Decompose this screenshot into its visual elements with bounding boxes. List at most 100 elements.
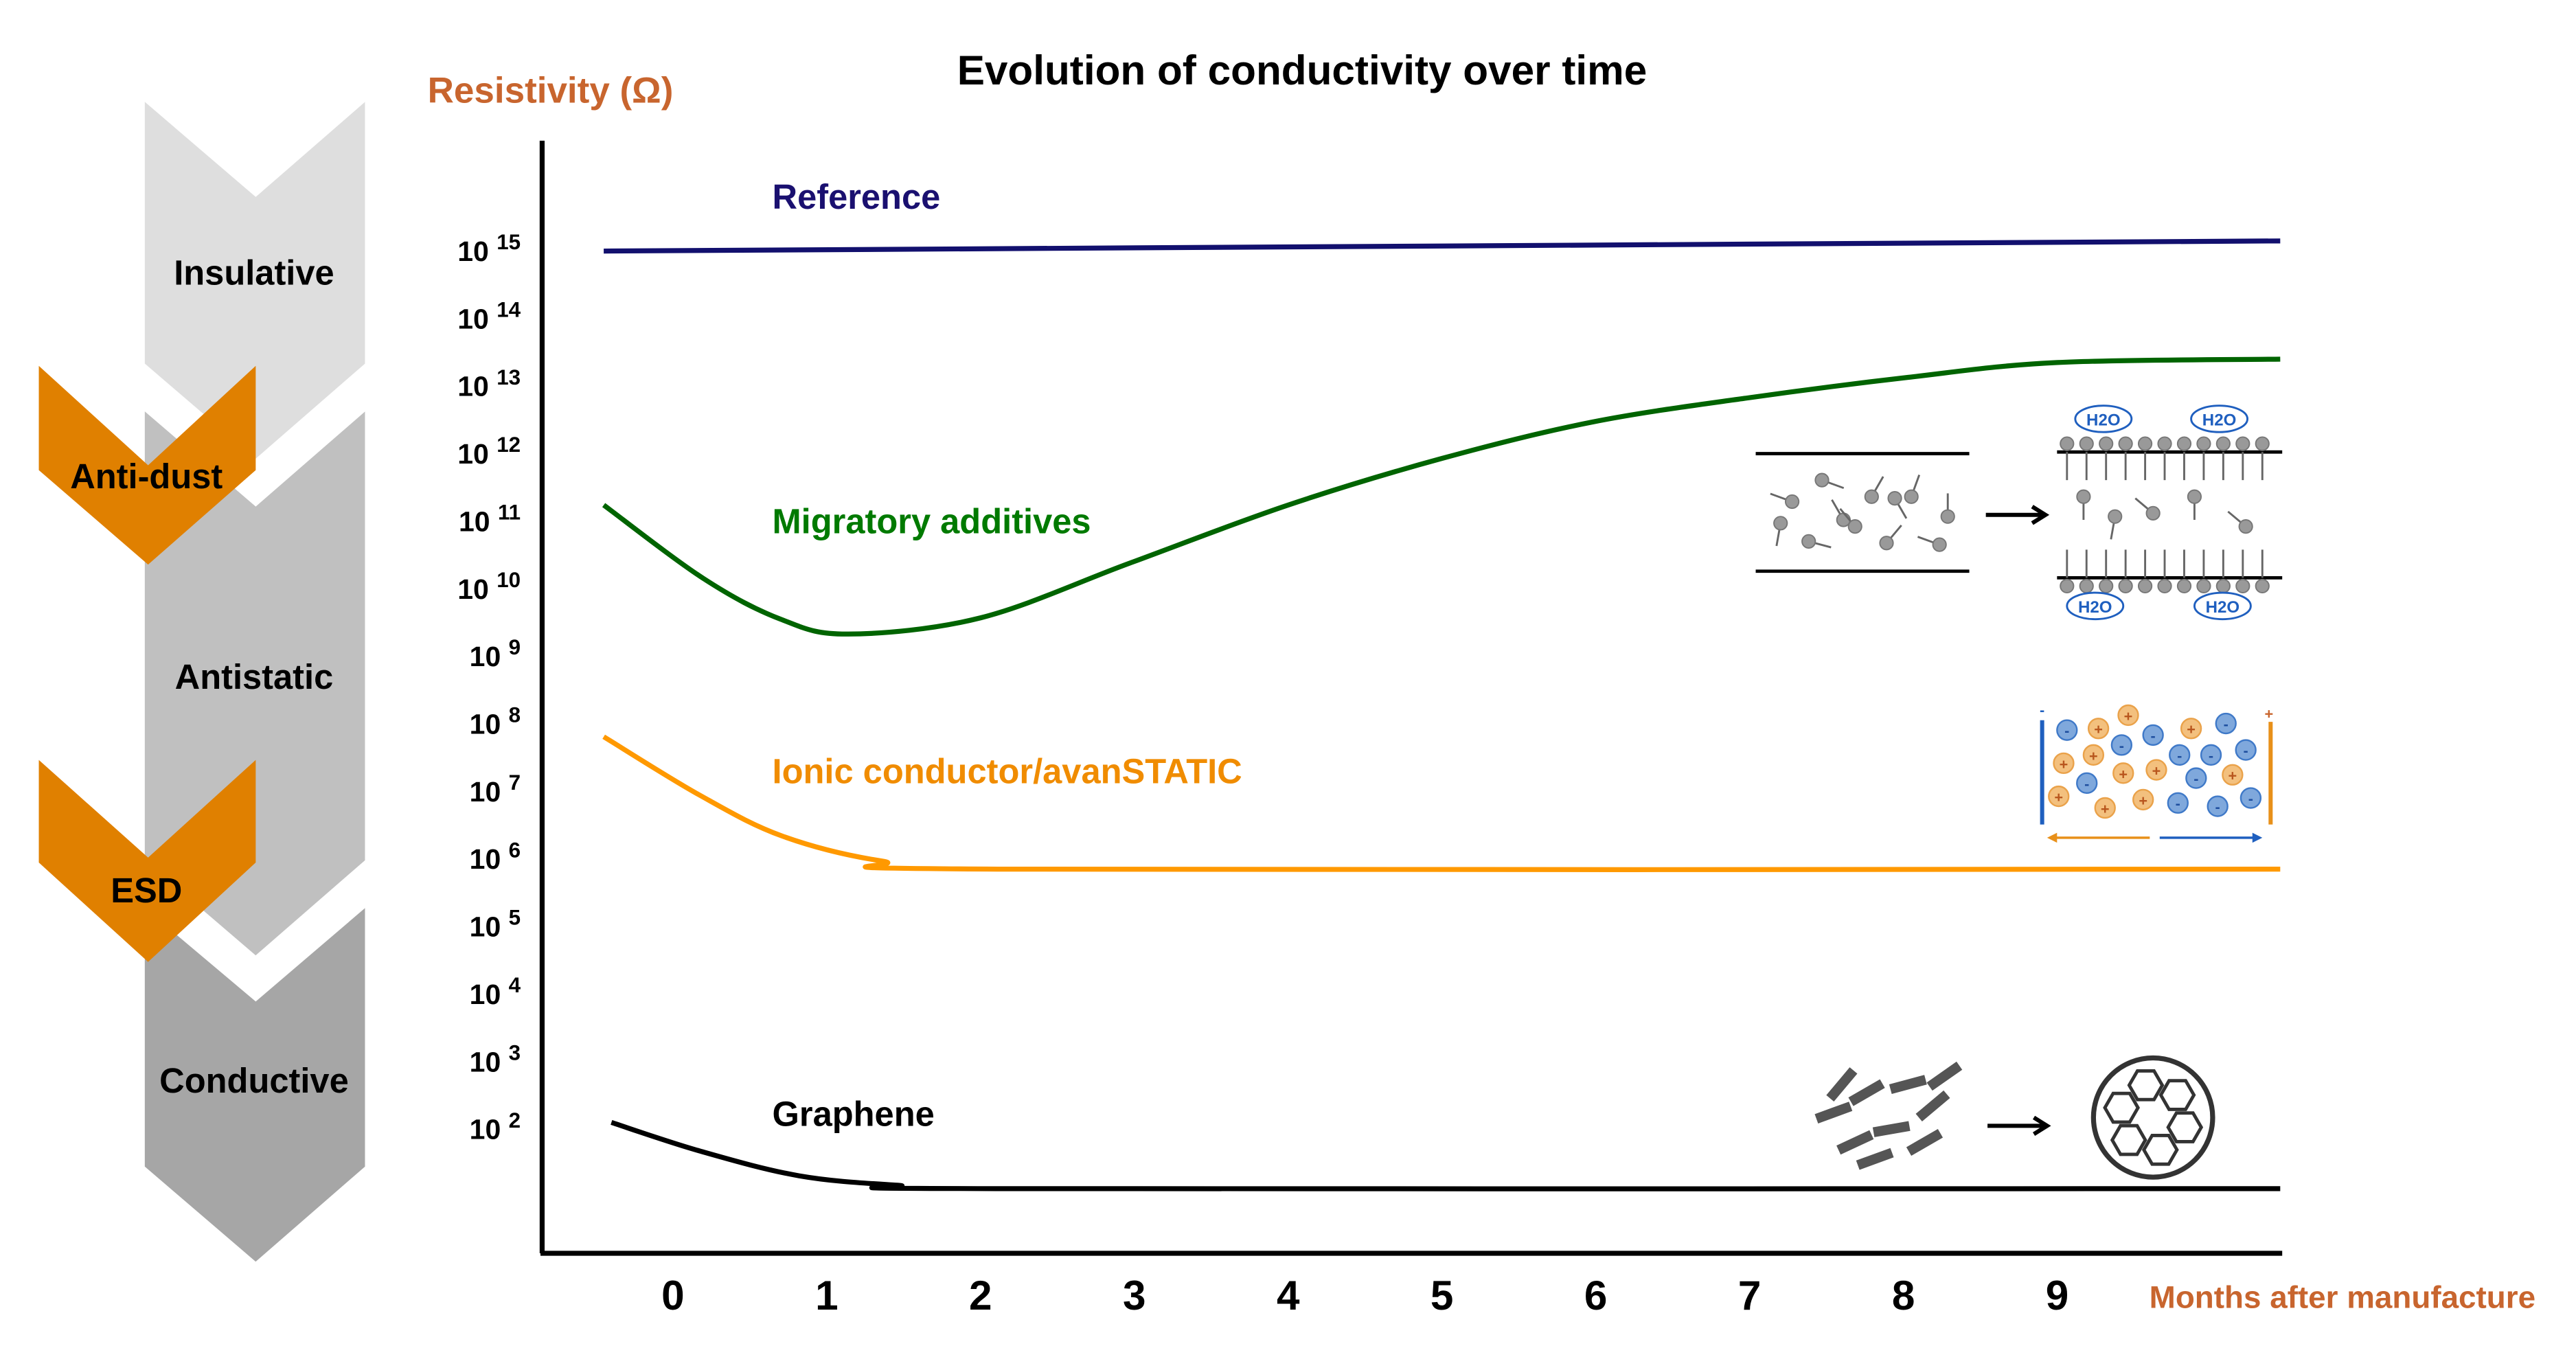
series-label-migratory-additives: Migratory additives <box>773 501 1091 540</box>
y-tick-label: 10 9 <box>470 635 521 672</box>
graphene-illustration <box>1814 1055 2215 1180</box>
cation-sign: + <box>2054 788 2063 806</box>
anion-icon <box>2215 712 2237 735</box>
series-line-migratory-additives <box>602 356 2281 637</box>
cation-icon <box>2053 752 2075 775</box>
y-tick-label: 10 11 <box>459 501 521 538</box>
water-label: H2O <box>2086 411 2121 430</box>
anion-icon <box>2076 772 2098 794</box>
graphene-flake <box>1889 1075 1927 1094</box>
band-label-conductive: Conductive <box>159 1061 349 1100</box>
cation-icon <box>2132 788 2154 811</box>
anion-sign: - <box>2177 747 2182 764</box>
graphene-flake <box>1856 1148 1894 1170</box>
series-line-reference <box>604 238 2281 254</box>
marker-esd <box>38 760 256 962</box>
cation-sign: + <box>2060 755 2068 773</box>
anion-sign: - <box>2248 790 2253 807</box>
x-tick-label: 7 <box>1738 1272 1762 1319</box>
series-line-graphene <box>611 1120 2281 1191</box>
y-tick-label: 10 5 <box>470 906 521 943</box>
graphene-flake <box>1826 1067 1858 1102</box>
x-tick-label: 4 <box>1277 1272 1300 1319</box>
y-tick-label: 10 6 <box>470 838 521 875</box>
x-tick-label: 2 <box>969 1272 992 1319</box>
negative-electrode-label: - <box>2040 701 2044 718</box>
cation-icon <box>2087 718 2110 740</box>
ionic-conductor-illustration: - +- ++-- + -+ + - - --+ + - +++ + - - - <box>2040 701 2273 843</box>
y-tick-label: 10 14 <box>457 297 521 334</box>
cation-sign: + <box>2139 792 2147 809</box>
y-tick-label: 10 15 <box>457 230 521 267</box>
cation-sign: + <box>2094 720 2103 738</box>
graphene-flake <box>1872 1121 1911 1137</box>
classification-scale: Insulative Antistatic Conductive Anti-du… <box>38 80 375 1275</box>
graphene-flake <box>1915 1090 1950 1122</box>
marker-label-esd: ESD <box>111 871 182 910</box>
water-label: H2O <box>2206 598 2240 617</box>
cation-icon <box>2180 718 2202 740</box>
series-label-reference: Reference <box>773 177 941 216</box>
cation-sign: + <box>2101 800 2110 817</box>
cation-sign: + <box>2152 762 2161 779</box>
anion-icon <box>2056 719 2078 741</box>
cation-icon <box>2222 764 2244 786</box>
anion-icon <box>2207 795 2229 817</box>
y-tick-label: 10 8 <box>470 703 521 740</box>
x-tick-label: 3 <box>1123 1272 1146 1319</box>
fullerene-icon <box>2090 1055 2215 1180</box>
graphene-flake <box>1814 1102 1853 1123</box>
water-label: H2O <box>2202 411 2237 430</box>
anion-sign: - <box>2244 742 2248 760</box>
band-label-insulative: Insulative <box>174 253 334 293</box>
y-tick-labels: 10 15 10 14 10 13 10 12 10 11 10 10 10 9 10 8 10… <box>457 230 521 1145</box>
water-label: H2O <box>2078 598 2112 617</box>
y-tick-label: 10 2 <box>470 1108 521 1145</box>
anion-icon <box>2185 767 2207 789</box>
marker-anti-dust <box>38 365 256 565</box>
series-label-ionic-conductor: Ionic conductor/avanSTATIC <box>773 751 1242 790</box>
y-tick-label: 10 3 <box>470 1040 521 1077</box>
cation-sign: + <box>2187 720 2196 738</box>
x-axis-label: Months after manufacture <box>2150 1280 2535 1315</box>
anion-icon <box>2239 787 2262 809</box>
cation-icon <box>2048 785 2070 808</box>
anion-icon <box>2169 744 2191 766</box>
series-line-ionic-conductor-avanstatic <box>602 734 2281 873</box>
anion-sign: - <box>2209 747 2213 764</box>
anion-icon <box>2167 792 2189 814</box>
cation-icon <box>2082 744 2105 766</box>
cation-icon <box>2094 797 2116 819</box>
band-label-antistatic: Antistatic <box>175 657 334 696</box>
anion-icon <box>2200 744 2222 766</box>
chart-title: Evolution of conductivity over time <box>957 47 1648 93</box>
cation-icon <box>2145 759 2167 781</box>
anion-sign: - <box>2224 716 2229 733</box>
series-label-graphene: Graphene <box>773 1094 935 1133</box>
y-axis-label: Resistivity (Ω) <box>428 70 674 111</box>
x-tick-label: 1 <box>815 1272 839 1319</box>
cation-sign: + <box>2124 707 2133 725</box>
anion-sign: - <box>2084 775 2089 792</box>
graphene-flake <box>1926 1061 1963 1091</box>
anion-sign: - <box>2151 727 2156 744</box>
water-molecule-icon <box>2190 404 2249 433</box>
y-tick-label: 10 10 <box>457 568 521 605</box>
x-tick-label: 0 <box>661 1272 685 1319</box>
anion-sign: - <box>2215 799 2220 816</box>
cation-sign: + <box>2119 765 2128 782</box>
anion-icon <box>2142 724 2164 746</box>
cation-sign: + <box>2089 747 2098 764</box>
x-tick-label: 8 <box>1892 1272 1915 1319</box>
band-insulative <box>135 80 375 472</box>
water-molecule-icon <box>2066 591 2125 621</box>
water-molecule-icon <box>2074 404 2133 433</box>
water-molecule-icon <box>2193 591 2252 621</box>
x-tick-label: 5 <box>1431 1272 1454 1319</box>
x-tick-label: 6 <box>1584 1272 1608 1319</box>
anion-sign: - <box>2119 737 2124 754</box>
y-tick-label: 10 13 <box>457 365 521 402</box>
cation-sign: + <box>2229 767 2237 784</box>
anion-sign: - <box>2176 795 2180 812</box>
